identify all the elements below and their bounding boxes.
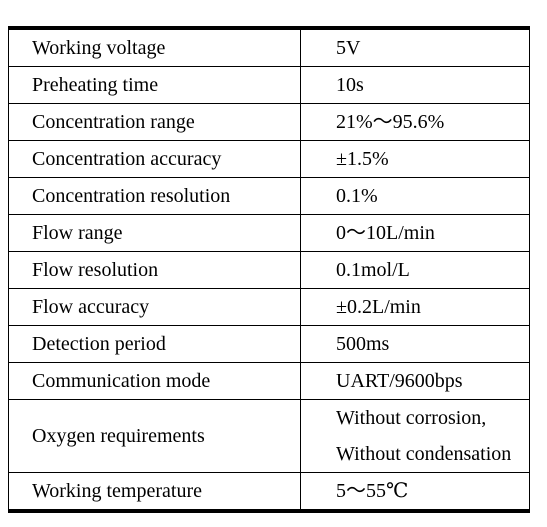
table-row: Working voltage 5V xyxy=(8,28,530,67)
parameter-cell: Working voltage xyxy=(8,28,301,67)
table-row: Flow range 0～10L/min xyxy=(8,214,530,252)
value-line: 0.1mol/L xyxy=(336,259,410,281)
value-line: 0.1% xyxy=(336,185,378,207)
value-cell: 5～55℃ xyxy=(300,472,530,511)
value-cell: UART/9600bps xyxy=(300,362,530,400)
parameter-cell: Communication mode xyxy=(8,362,301,400)
value-cell: 500ms xyxy=(300,325,530,363)
parameter-cell: Flow resolution xyxy=(8,251,301,289)
value-line: 500ms xyxy=(336,333,390,355)
table-row: Communication mode UART/9600bps xyxy=(8,362,530,400)
specification-table-body: Working voltage 5V Preheating time 10s Conce… xyxy=(8,28,530,511)
table-row: Concentration accuracy ±1.5% xyxy=(8,140,530,178)
table-row: Concentration range 21%～95.6% xyxy=(8,103,530,141)
parameter-cell: Concentration range xyxy=(8,103,301,141)
value-line: 21%～95.6% xyxy=(336,111,445,133)
value-cell: 21%～95.6% xyxy=(300,103,530,141)
parameter-cell: Flow range xyxy=(8,214,301,252)
value-line: 0～10L/min xyxy=(336,222,435,244)
value-cell: 0.1% xyxy=(300,177,530,215)
table-row: Detection period 500ms xyxy=(8,325,530,363)
parameter-cell: Working temperature xyxy=(8,472,301,511)
table-row: Preheating time 10s xyxy=(8,66,530,104)
value-cell: ±0.2L/min xyxy=(300,288,530,326)
specification-table: Working voltage 5V Preheating time 10s Conce… xyxy=(8,26,530,513)
table-row: Working temperature 5～55℃ xyxy=(8,472,530,511)
parameter-cell: Concentration resolution xyxy=(8,177,301,215)
table-row: Concentration resolution 0.1% xyxy=(8,177,530,215)
parameter-cell: Oxygen requirements xyxy=(8,399,301,473)
value-cell: ±1.5% xyxy=(300,140,530,178)
value-line: UART/9600bps xyxy=(336,370,463,392)
parameter-cell: Preheating time xyxy=(8,66,301,104)
parameter-cell: Flow accuracy xyxy=(8,288,301,326)
value-line: 10s xyxy=(336,74,364,96)
parameter-cell: Concentration accuracy xyxy=(8,140,301,178)
value-line: 5V xyxy=(336,37,361,59)
value-cell: 10s xyxy=(300,66,530,104)
value-line: Without condensation xyxy=(336,443,512,465)
value-cell: 0.1mol/L xyxy=(300,251,530,289)
table-row: Flow accuracy ±0.2L/min xyxy=(8,288,530,326)
value-line: 5～55℃ xyxy=(336,480,409,502)
table-row: Flow resolution 0.1mol/L xyxy=(8,251,530,289)
value-cell: 5V xyxy=(300,28,530,67)
value-line: ±1.5% xyxy=(336,148,389,170)
table-row: Oxygen requirements Without corrosion, Wit… xyxy=(8,399,530,473)
parameter-cell: Detection period xyxy=(8,325,301,363)
value-cell: 0～10L/min xyxy=(300,214,530,252)
value-cell: Without corrosion, Without condensation xyxy=(300,399,530,473)
value-line: ±0.2L/min xyxy=(336,296,421,318)
value-line: Without corrosion, xyxy=(336,407,487,429)
